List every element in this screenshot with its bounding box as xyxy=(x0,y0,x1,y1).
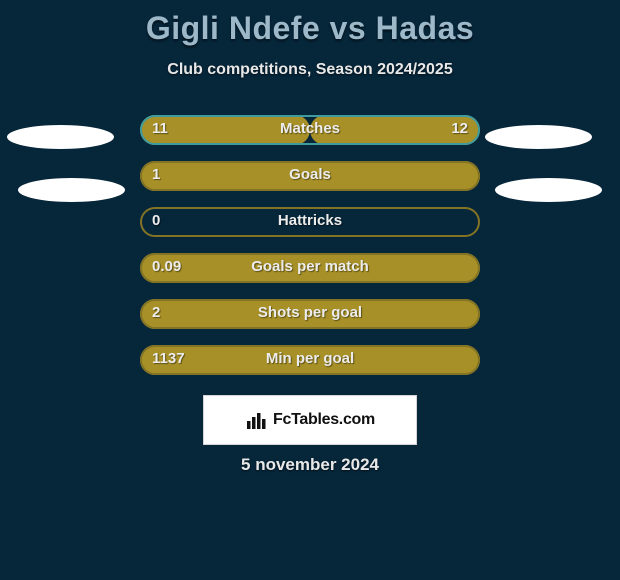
subtitle: Club competitions, Season 2024/2025 xyxy=(0,61,620,79)
stat-value-left: 0 xyxy=(152,212,160,229)
stat-value-left: 2 xyxy=(152,304,160,321)
stat-row: Hattricks0 xyxy=(0,207,620,253)
player1-name: Gigli Ndefe xyxy=(146,10,320,46)
left-chip xyxy=(7,125,114,149)
stats-container: Matches1112Goals1Hattricks0Goals per mat… xyxy=(0,115,620,391)
right-chip xyxy=(495,178,602,202)
page-title: Gigli Ndefe vs Hadas xyxy=(0,0,620,47)
vs-word: vs xyxy=(330,10,367,46)
player2-name: Hadas xyxy=(376,10,475,46)
stat-label: Goals per match xyxy=(140,258,480,275)
stat-label: Goals xyxy=(140,166,480,183)
stat-label: Shots per goal xyxy=(140,304,480,321)
stat-label: Matches xyxy=(140,120,480,137)
footer-date: 5 november 2024 xyxy=(0,455,620,475)
stat-label: Min per goal xyxy=(140,350,480,367)
stat-label: Hattricks xyxy=(140,212,480,229)
stat-value-left: 11 xyxy=(152,120,168,137)
right-chip xyxy=(485,125,592,149)
brand-text: FcTables.com xyxy=(273,411,375,429)
stat-row: Goals per match0.09 xyxy=(0,253,620,299)
stat-value-left: 1 xyxy=(152,166,160,183)
left-chip xyxy=(18,178,125,202)
stat-row: Min per goal1137 xyxy=(0,345,620,391)
brand-bars-icon xyxy=(245,409,267,431)
stat-row: Shots per goal2 xyxy=(0,299,620,345)
stat-value-right: 12 xyxy=(451,120,468,137)
stat-value-left: 0.09 xyxy=(152,258,181,275)
brand-box: FcTables.com xyxy=(203,395,417,445)
stat-value-left: 1137 xyxy=(152,350,185,367)
